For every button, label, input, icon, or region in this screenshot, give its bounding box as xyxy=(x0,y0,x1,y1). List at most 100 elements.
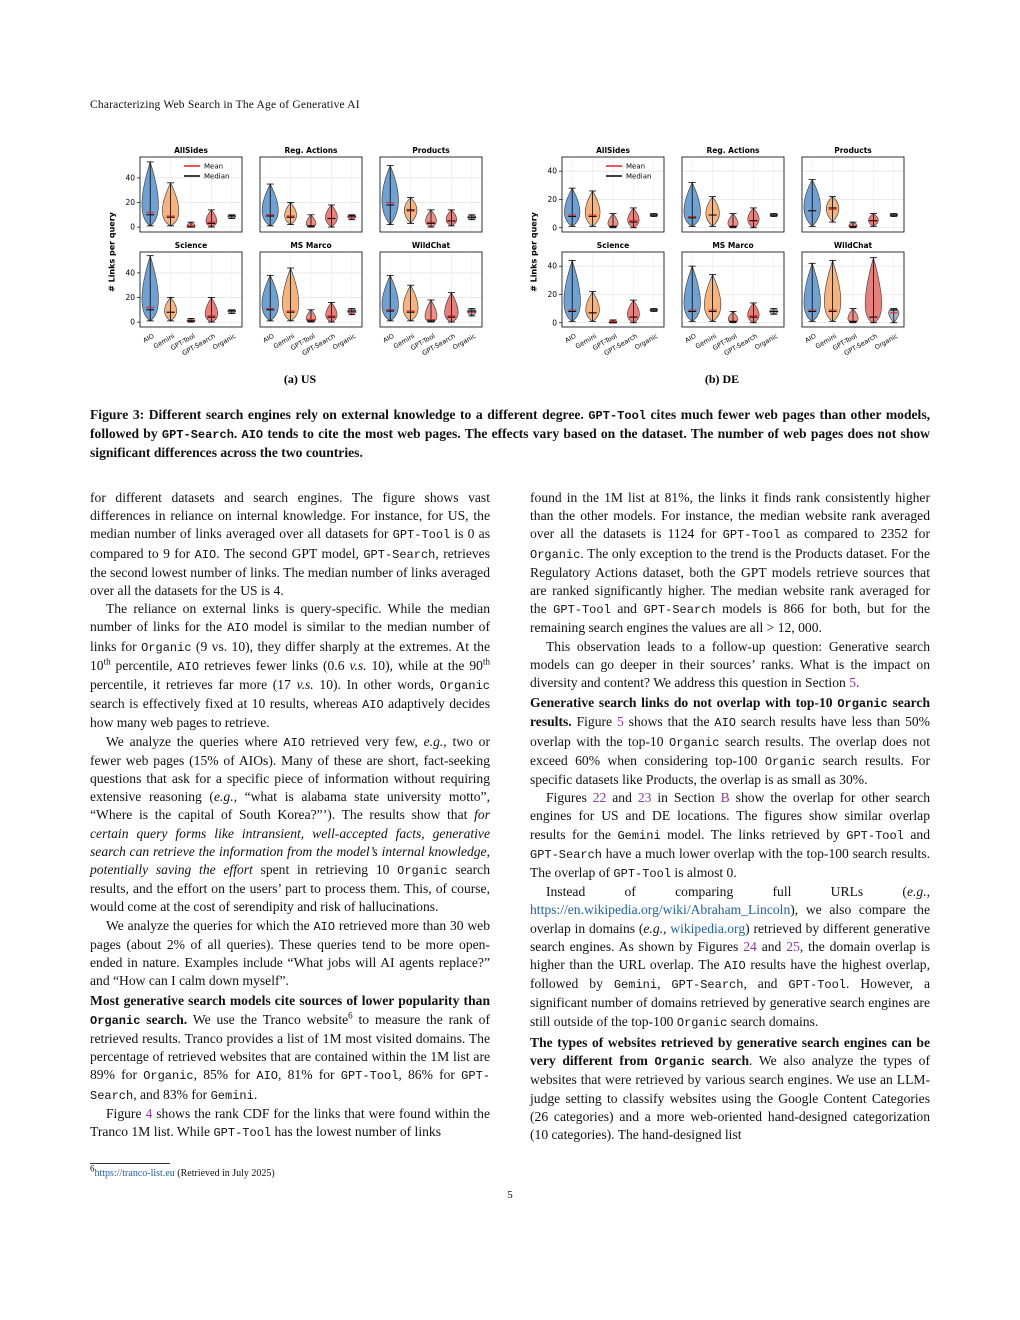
bold-run: search xyxy=(704,1053,750,1069)
text-run: , retrieves the second lowest number of … xyxy=(90,545,491,599)
code-run: GPT-Tool xyxy=(213,1125,272,1140)
x-tick-label: Organic xyxy=(753,332,779,352)
text-run: Figures xyxy=(546,790,593,806)
text-run: We use the Tranco website xyxy=(187,1011,349,1027)
text-run: search domains. xyxy=(727,1013,819,1029)
url-link[interactable]: https://tranco-list.eu xyxy=(94,1168,175,1179)
code-run: Organic xyxy=(669,735,720,750)
code-run: AIO xyxy=(313,919,336,934)
y-tick-label: 40 xyxy=(125,173,135,182)
url-link[interactable]: wikipedia.org xyxy=(670,920,746,936)
text-run: model. The links retrieved by xyxy=(660,826,847,842)
y-axis-label: # Links per query xyxy=(108,211,117,292)
text-run: Figure xyxy=(571,714,617,730)
y-tick-label: 20 xyxy=(125,293,135,302)
text-run: has the lowest number of links xyxy=(271,1123,441,1139)
x-tick-label: Organic xyxy=(211,332,237,352)
text-run: , 81% for xyxy=(278,1067,341,1083)
code-run: AIO xyxy=(714,716,736,731)
panel-frame xyxy=(801,156,905,233)
subfigure-label: (a) US xyxy=(284,372,317,386)
superscript: 6 xyxy=(348,1010,353,1021)
text-run: 10). In other words, xyxy=(313,677,440,693)
code-run: AIO xyxy=(194,547,217,562)
panel-frame xyxy=(139,251,243,328)
reference-link[interactable]: 24 xyxy=(743,938,757,954)
text-run: search is effectively fixed at 10 result… xyxy=(90,696,363,712)
code-run: GPT-Tool xyxy=(788,978,846,993)
text-run: and xyxy=(610,601,644,617)
text-run: shows that the xyxy=(623,714,715,730)
text-run: have a much lower overlap with the top-1… xyxy=(530,845,930,881)
text-run: . We also analyze the types of websites … xyxy=(530,1053,930,1142)
reference-link[interactable]: 23 xyxy=(637,790,652,806)
reference-link[interactable]: 5 xyxy=(849,675,856,691)
text-run: . xyxy=(253,1086,258,1102)
right-column: found in the 1M list at 81%, the links i… xyxy=(530,489,930,1144)
text-run: We analyze the queries for which the xyxy=(106,917,314,933)
text-run: (Retrieved in July 2025) xyxy=(174,1168,275,1179)
text-run: search results. The overlap does not exc… xyxy=(530,733,930,768)
text-run: . The second GPT model, xyxy=(216,545,364,561)
y-axis-label: # Links per query xyxy=(530,211,539,292)
superscript: 6 xyxy=(90,1163,95,1174)
legend-label: Mean xyxy=(204,163,223,171)
panel-title: Science xyxy=(175,241,207,250)
code-run: Organic xyxy=(764,754,816,769)
page-number: 5 xyxy=(507,1189,513,1201)
code-run: AIO xyxy=(256,1069,278,1084)
text-run: and xyxy=(606,790,638,806)
panel-title: Science xyxy=(597,241,629,250)
code-run: Gemini xyxy=(210,1088,254,1103)
text-run: retrieves fewer links (0.6 xyxy=(199,657,350,673)
code-run: Organic xyxy=(143,1069,194,1084)
reference-link[interactable]: 25 xyxy=(786,938,800,954)
paragraph: We analyze the queries where AIO retriev… xyxy=(90,733,490,917)
panel-title: AllSides xyxy=(174,146,208,155)
italic-run: e.g., xyxy=(906,884,930,900)
paragraph: for different datasets and search engine… xyxy=(90,489,490,600)
code-run: AIO xyxy=(227,621,249,636)
legend-label: Mean xyxy=(626,163,645,171)
code-run: Gemini xyxy=(613,978,658,993)
code-run: Organic xyxy=(397,864,448,879)
text-run: Instead of comparing full URLs ( xyxy=(546,884,907,900)
paragraph: The types of websites retrieved by gener… xyxy=(530,1034,930,1144)
code-run: GPT-Tool xyxy=(722,528,781,543)
reference-link[interactable]: 4 xyxy=(145,1105,153,1121)
bold-run: search. xyxy=(140,1011,188,1027)
text-run: search results. For specific datasets li… xyxy=(530,752,930,788)
text-run: (9 vs. 10), they differ sharply at the e… xyxy=(90,638,490,673)
text-run: spent in retrieving 10 xyxy=(252,862,398,878)
italic-run: e.g., xyxy=(643,920,667,936)
panel-title: Reg. Actions xyxy=(284,146,338,155)
text-run: adaptively decides how many web pages to… xyxy=(90,696,491,731)
reference-link[interactable]: 5 xyxy=(616,714,624,730)
y-tick-label: 20 xyxy=(547,290,557,299)
bold-run: . xyxy=(233,426,242,441)
x-tick-label: Organic xyxy=(451,332,477,352)
code-run: Organic xyxy=(676,1015,728,1030)
bold-run: Generative search links do not overlap w… xyxy=(530,695,838,711)
text-run: models is 866 for both, but for the rema… xyxy=(530,601,930,636)
x-tick-label: Organic xyxy=(633,332,659,352)
italic-run: e.g., xyxy=(423,733,447,749)
panel-frame xyxy=(139,156,243,233)
text-run: shows the rank CDF for the links that we… xyxy=(90,1105,491,1139)
reference-link[interactable]: 22 xyxy=(592,790,607,806)
panel-frame xyxy=(561,156,665,233)
paragraph: This observation leads to a follow-up qu… xyxy=(530,638,930,693)
code-run: AIO xyxy=(362,698,384,713)
italic-run: v.s. xyxy=(296,677,314,693)
text-run: results have the highest overlap, follow… xyxy=(530,957,930,992)
reference-link[interactable]: B xyxy=(720,790,730,806)
code-run: GPT-Search xyxy=(671,978,744,993)
url-link[interactable]: https://en.wikipedia.org/wiki/Abraham_Li… xyxy=(530,902,791,918)
code-run: AIO xyxy=(177,659,200,674)
y-tick-label: 40 xyxy=(547,167,557,176)
text-run: The reliance on external links is query-… xyxy=(90,601,490,635)
running-header: Characterizing Web Search in The Age of … xyxy=(90,99,360,111)
legend-label: Median xyxy=(204,173,229,181)
code-run: GPT-Tool xyxy=(553,603,611,618)
text-run: . However, a significant number of domai… xyxy=(530,976,931,1029)
